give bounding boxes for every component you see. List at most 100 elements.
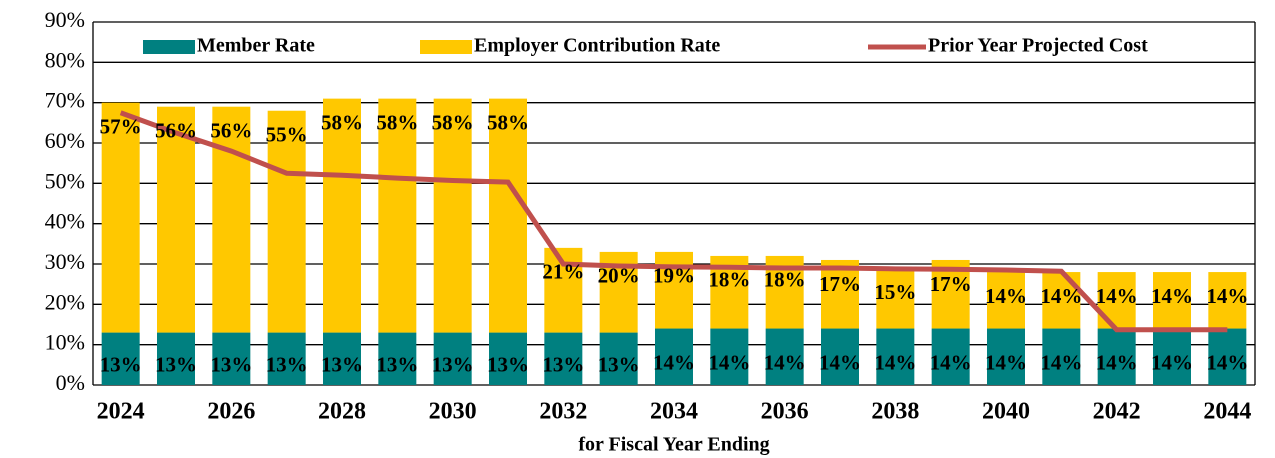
data-label: 14% xyxy=(1040,284,1082,308)
x-tick-label: 2032 xyxy=(539,399,587,425)
data-label: 13% xyxy=(210,353,252,377)
x-tick-label: 2042 xyxy=(1093,399,1141,425)
data-label: 14% xyxy=(985,351,1027,375)
data-label: 13% xyxy=(266,353,308,377)
data-label: 14% xyxy=(874,351,916,375)
y-tick-label: 40% xyxy=(45,209,85,234)
bar xyxy=(433,98,472,333)
legend-label: Employer Contribution Rate xyxy=(474,35,720,57)
bar xyxy=(267,110,306,333)
y-tick-label: 0% xyxy=(56,370,85,395)
data-label: 17% xyxy=(930,272,972,296)
data-label: 14% xyxy=(1206,351,1248,375)
bar xyxy=(987,328,1025,385)
data-label: 56% xyxy=(155,119,197,143)
data-label: 58% xyxy=(432,110,474,134)
data-label: 14% xyxy=(1040,351,1082,375)
data-label: 14% xyxy=(653,351,695,375)
data-label: 13% xyxy=(321,353,363,377)
x-tick-label: 2034 xyxy=(650,399,698,425)
bar xyxy=(323,332,361,385)
bar xyxy=(821,259,859,329)
data-label: 18% xyxy=(764,268,806,292)
bar xyxy=(987,272,1025,329)
data-label: 14% xyxy=(1096,284,1138,308)
bar xyxy=(931,328,970,385)
legend-swatch xyxy=(143,40,195,54)
data-label: 14% xyxy=(985,284,1027,308)
data-label: 14% xyxy=(1096,351,1138,375)
x-tick-label: 2038 xyxy=(871,399,919,425)
y-tick-label: 20% xyxy=(45,289,85,314)
bar xyxy=(1153,272,1191,329)
y-tick-label: 70% xyxy=(45,88,85,113)
bar xyxy=(323,98,361,333)
bar xyxy=(489,332,527,385)
data-label: 13% xyxy=(100,353,142,377)
data-label: 58% xyxy=(487,110,529,134)
data-label: 14% xyxy=(764,351,806,375)
data-label: 14% xyxy=(708,351,750,375)
data-label: 14% xyxy=(1151,284,1193,308)
data-label: 55% xyxy=(266,123,308,147)
bar xyxy=(710,328,749,385)
bar xyxy=(101,102,140,333)
bar xyxy=(378,332,417,385)
x-tick-label: 2026 xyxy=(207,399,255,425)
data-label: 13% xyxy=(487,353,529,377)
y-tick-label: 60% xyxy=(45,128,85,153)
data-label: 13% xyxy=(155,353,197,377)
x-axis-title: for Fiscal Year Ending xyxy=(578,434,769,456)
data-label: 58% xyxy=(376,110,418,134)
data-label: 13% xyxy=(432,353,474,377)
data-label: 20% xyxy=(598,264,640,288)
bar xyxy=(765,328,804,385)
y-tick-label: 50% xyxy=(45,168,85,193)
data-label: 56% xyxy=(210,119,252,143)
legend-swatch xyxy=(420,40,472,54)
data-label: 58% xyxy=(321,110,363,134)
y-tick-label: 10% xyxy=(45,330,85,355)
data-label: 14% xyxy=(1206,284,1248,308)
x-tick-label: 2044 xyxy=(1203,399,1251,425)
line xyxy=(119,110,1228,333)
bar xyxy=(489,98,527,333)
legend-label: Prior Year Projected Cost xyxy=(928,35,1148,57)
y-tick-label: 90% xyxy=(45,7,85,32)
y-tick-label: 80% xyxy=(45,47,85,72)
bar xyxy=(378,98,417,333)
data-label: 14% xyxy=(930,351,972,375)
bar xyxy=(101,332,140,385)
bar xyxy=(157,332,195,385)
data-label: 21% xyxy=(542,260,584,284)
data-label: 57% xyxy=(100,114,142,138)
bar xyxy=(655,328,693,385)
x-tick-label: 2036 xyxy=(761,399,809,425)
bar xyxy=(1208,328,1247,385)
data-label: 15% xyxy=(874,280,916,304)
bar xyxy=(876,268,915,329)
data-label: 18% xyxy=(708,268,750,292)
legend-label: Member Rate xyxy=(197,35,315,57)
bar xyxy=(821,328,859,385)
bar xyxy=(212,332,251,385)
bar xyxy=(599,332,638,385)
data-label: 13% xyxy=(376,353,418,377)
x-tick-label: 2040 xyxy=(982,399,1030,425)
y-tick-label: 30% xyxy=(45,249,85,274)
x-tick-label: 2028 xyxy=(318,399,366,425)
data-label: 13% xyxy=(542,353,584,377)
bar xyxy=(876,328,915,385)
data-label: 17% xyxy=(819,272,861,296)
data-label: 14% xyxy=(819,351,861,375)
bar xyxy=(1153,328,1191,385)
x-tick-label: 2030 xyxy=(429,399,477,425)
bar xyxy=(433,332,472,385)
bar xyxy=(1208,272,1247,329)
x-tick-label: 2024 xyxy=(97,399,145,425)
bar xyxy=(157,106,195,333)
data-label: 19% xyxy=(653,264,695,288)
data-label: 14% xyxy=(1151,351,1193,375)
bar xyxy=(1042,328,1081,385)
